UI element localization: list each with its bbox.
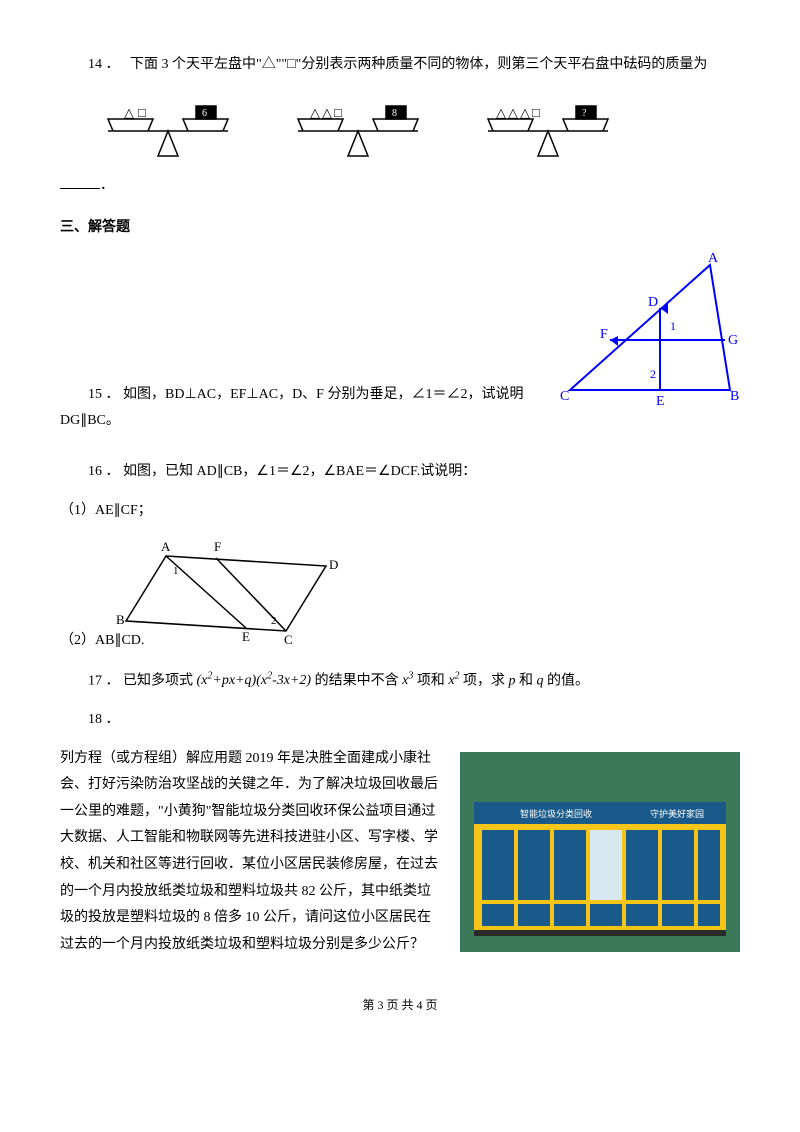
svg-text:△: △ [124, 105, 134, 120]
q17-and: 项和 [417, 673, 445, 688]
q17-x3: x3 [402, 673, 413, 688]
triangle-svg: A B C D F G E 1 2 [560, 250, 740, 420]
svg-text:□: □ [532, 105, 540, 120]
parallelogram-svg: A D B C F E 1 2 [116, 536, 356, 646]
svg-text:A: A [161, 539, 171, 554]
q14-dot: ． [106, 57, 113, 72]
svg-text:1: 1 [670, 319, 676, 333]
triangle-figure: A B C D F G E 1 2 [560, 250, 740, 420]
svg-text:?: ? [582, 108, 587, 119]
q16-text: 如图，已知 AD∥CB，∠1＝∠2，∠BAE＝∠DCF.试说明： [123, 464, 476, 479]
q14-blank-row: ． [60, 173, 740, 200]
svg-text:D: D [329, 557, 338, 572]
svg-text:2: 2 [271, 615, 277, 627]
q17-poly: (x2+px+q)(x2-3x+2) [197, 673, 315, 688]
svg-text:G: G [728, 333, 738, 348]
q16-num: 16 [88, 464, 102, 479]
svg-text:F: F [214, 539, 221, 554]
q17-tail1: 项，求 [463, 673, 505, 688]
q14-period: ． [100, 178, 114, 193]
question-17: 17 ． 已知多项式 (x2+px+q)(x2-3x+2) 的结果中不含 x3 … [60, 667, 740, 695]
q17-post: 的结果中不含 [315, 673, 399, 688]
svg-text:△: △ [310, 105, 320, 120]
question-16: 16 ． 如图，已知 AD∥CB，∠1＝∠2，∠BAE＝∠DCF.试说明： [60, 459, 740, 486]
svg-text:△: △ [496, 105, 506, 120]
question-18: 18 ． [60, 707, 740, 734]
svg-text:2: 2 [650, 367, 656, 381]
svg-text:8: 8 [392, 108, 397, 119]
svg-text:6: 6 [202, 108, 207, 119]
q17-num: 17 [88, 673, 102, 688]
section-3-title: 三、解答题 [60, 215, 740, 242]
svg-text:A: A [708, 251, 719, 266]
q17-pre: 已知多项式 [123, 673, 193, 688]
svg-text:1: 1 [173, 565, 179, 577]
q18-num: 18 [88, 712, 102, 727]
svg-text:智能垃圾分类回收: 智能垃圾分类回收 [520, 808, 592, 819]
svg-text:△: △ [520, 105, 530, 120]
svg-text:B: B [730, 389, 739, 404]
balances-figure: △ □ 6 △ △ □ 8 △ △ △ □ ? [88, 91, 740, 161]
q17-dot: ． [106, 673, 120, 688]
q15-text: 如图，BD⊥AC，EF⊥AC，D、F 分别为垂足，∠1＝∠2，试说明 DG∥BC… [60, 387, 523, 429]
svg-text:□: □ [138, 105, 146, 120]
question-14: 14 ． 下面 3 个天平左盘中"△""□"分别表示两种质量不同的物体，则第三个… [60, 52, 740, 79]
svg-text:E: E [242, 629, 250, 644]
svg-text:D: D [648, 295, 658, 310]
svg-text:C: C [560, 389, 569, 404]
recycle-figure: 智能垃圾分类回收 守护美好家园 [460, 752, 740, 952]
svg-text:△: △ [508, 105, 518, 120]
page-footer: 第 3 页 共 4 页 [60, 994, 740, 1017]
q15-num: 15 [88, 387, 102, 402]
recycle-svg: 智能垃圾分类回收 守护美好家园 [460, 752, 740, 952]
balances-svg: △ □ 6 △ △ □ 8 △ △ △ □ ? [88, 91, 648, 161]
q16-sub1: （1）AE∥CF； [60, 498, 740, 525]
q18-dot: ． [106, 712, 113, 727]
svg-text:□: □ [334, 105, 342, 120]
q16-dot: ． [106, 464, 120, 479]
q17-p: p [509, 673, 516, 688]
q17-x2: x2 [448, 673, 459, 688]
q14-num: 14 [88, 57, 102, 72]
svg-text:△: △ [322, 105, 332, 120]
svg-text:B: B [116, 612, 125, 627]
svg-text:F: F [600, 327, 608, 342]
svg-text:守护美好家园: 守护美好家园 [650, 808, 704, 819]
svg-text:E: E [656, 394, 665, 409]
q17-tail2: 的值。 [547, 673, 589, 688]
q17-q: q [537, 673, 544, 688]
q15-dot: ． [106, 387, 120, 402]
q14-blank [60, 174, 100, 189]
q14-text: 下面 3 个天平左盘中"△""□"分别表示两种质量不同的物体，则第三个天平右盘中… [130, 57, 707, 72]
q17-and2: 和 [519, 673, 533, 688]
svg-text:C: C [284, 632, 293, 646]
